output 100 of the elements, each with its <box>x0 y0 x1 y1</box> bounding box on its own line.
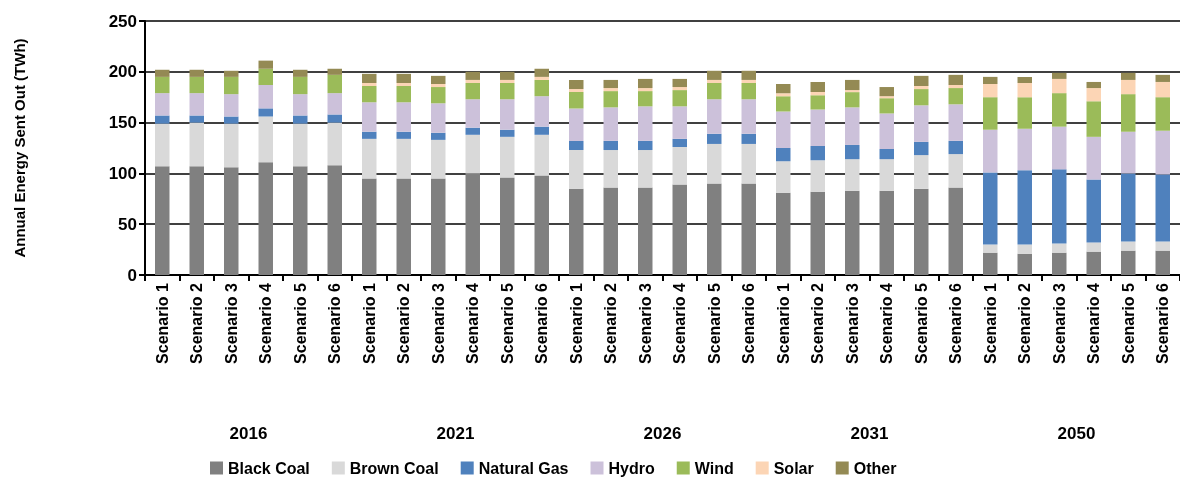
bar <box>569 150 584 189</box>
bar <box>362 86 377 103</box>
bar <box>638 150 653 188</box>
bar <box>327 122 342 166</box>
x-tick-label: Scenario 1 <box>567 282 585 364</box>
bar <box>569 140 584 151</box>
bar <box>741 79 756 83</box>
bar <box>810 191 825 275</box>
bar <box>1155 250 1170 275</box>
bar <box>603 187 618 275</box>
bar <box>707 99 722 134</box>
bar <box>431 139 446 179</box>
bar <box>1052 169 1067 244</box>
bar <box>914 86 929 90</box>
bar <box>672 138 687 147</box>
bar <box>1155 81 1170 98</box>
bar <box>155 123 170 167</box>
bar <box>741 143 756 184</box>
x-tick-label: Scenario 6 <box>947 282 965 364</box>
bar <box>638 187 653 275</box>
legend-label: Hydro <box>608 459 655 477</box>
bar <box>707 143 722 184</box>
bar <box>672 90 687 107</box>
bar <box>638 88 653 92</box>
bar <box>224 76 239 95</box>
bar <box>224 70 239 77</box>
bar <box>465 71 480 80</box>
bar <box>983 129 998 173</box>
bar <box>672 87 687 91</box>
x-tick-label: Scenario 4 <box>671 282 689 364</box>
bar <box>465 82 480 100</box>
y-axis-title: Annual Energy Sent Out (TWh) <box>11 38 28 258</box>
bar <box>810 145 825 161</box>
bar <box>983 97 998 130</box>
bar <box>189 122 204 167</box>
bar <box>431 178 446 275</box>
bar <box>155 166 170 275</box>
bar <box>1121 94 1136 132</box>
bar <box>293 69 308 77</box>
x-tick-label: Scenario 6 <box>740 282 758 364</box>
x-tick-label: Scenario 2 <box>1016 282 1034 364</box>
bar <box>638 140 653 151</box>
bar <box>224 116 239 124</box>
bar <box>707 133 722 144</box>
bar <box>500 71 515 80</box>
x-tick-label: Scenario 3 <box>1050 282 1068 364</box>
bar <box>948 85 963 89</box>
bar <box>603 79 618 89</box>
bar <box>293 94 308 116</box>
bar <box>224 123 239 168</box>
legend-label: Wind <box>694 459 734 477</box>
x-tick-label: Scenario 1 <box>360 282 378 364</box>
bar <box>672 184 687 275</box>
x-tick-label: Scenario 3 <box>429 282 447 364</box>
x-tick-label: Scenario 1 <box>774 282 792 364</box>
bar <box>396 73 411 83</box>
bar <box>258 116 273 163</box>
bar <box>672 106 687 139</box>
bar <box>1155 97 1170 131</box>
bar <box>362 131 377 139</box>
bar <box>293 166 308 275</box>
bar <box>1155 174 1170 242</box>
bar <box>155 76 170 94</box>
bar <box>983 244 998 253</box>
bar <box>465 127 480 135</box>
bar <box>396 102 411 132</box>
bar <box>983 83 998 98</box>
bar <box>1017 128 1032 171</box>
bar <box>741 183 756 275</box>
bar <box>983 76 998 84</box>
bar <box>1017 244 1032 254</box>
bar <box>362 102 377 132</box>
bar <box>914 141 929 156</box>
bar <box>1017 170 1032 245</box>
bar <box>1121 250 1136 275</box>
bar <box>362 178 377 275</box>
x-tick-label: Scenario 6 <box>533 282 551 364</box>
bar <box>189 76 204 94</box>
bar <box>327 74 342 94</box>
bar <box>1017 82 1032 98</box>
x-tick-label: Scenario 2 <box>395 282 413 364</box>
bar <box>638 78 653 89</box>
x-axis-title: 2050 <box>1057 424 1096 443</box>
bar <box>396 82 411 87</box>
bar <box>1086 251 1101 275</box>
bar <box>534 134 549 176</box>
bar <box>293 76 308 95</box>
x-tick-label: Scenario 3 <box>636 282 654 364</box>
bar <box>638 91 653 107</box>
bar <box>569 89 584 93</box>
bar <box>362 73 377 83</box>
bar <box>534 175 549 275</box>
x-tick-label: Scenario 4 <box>1085 282 1103 364</box>
bar <box>431 75 446 84</box>
bar <box>1086 88 1101 102</box>
bar <box>534 68 549 77</box>
bar <box>1121 79 1136 95</box>
bar <box>879 159 894 191</box>
bar <box>465 173 480 275</box>
bar <box>914 188 929 275</box>
